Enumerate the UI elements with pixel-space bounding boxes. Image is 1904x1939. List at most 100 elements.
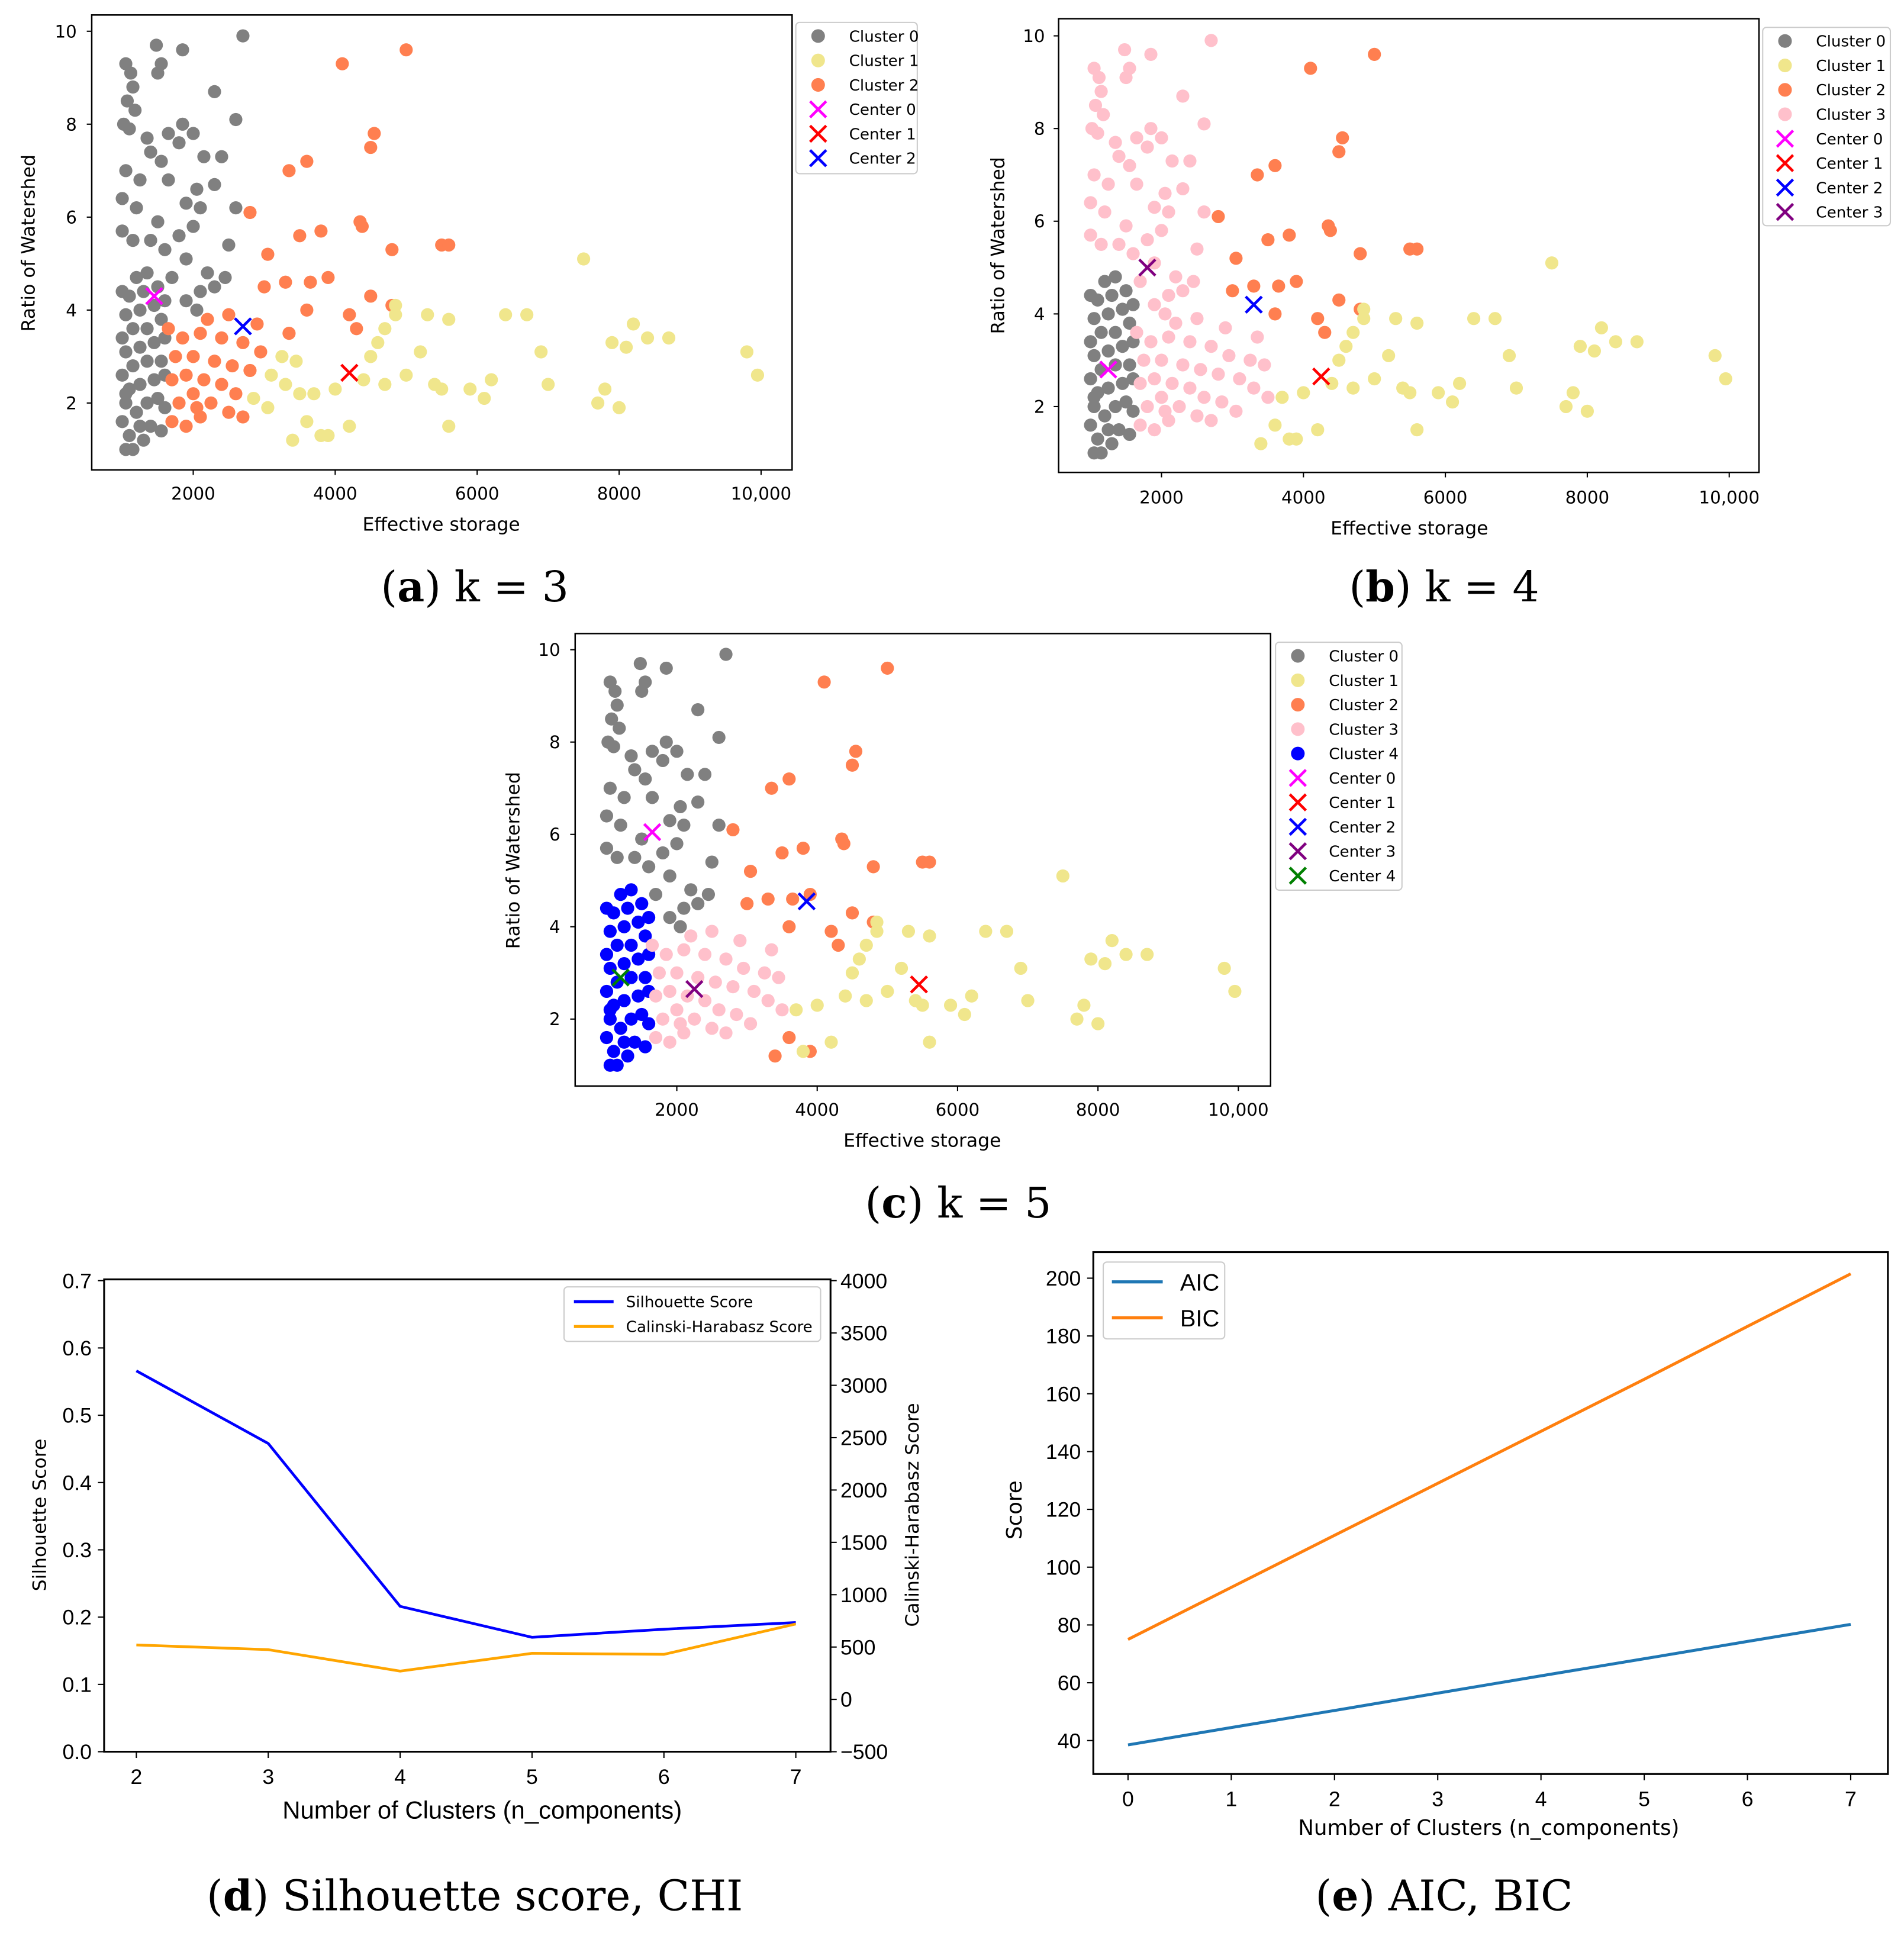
data-point: [1187, 275, 1200, 288]
data-point: [1410, 316, 1424, 330]
data-point: [719, 648, 733, 661]
y-right-tick-label: 4000: [840, 1269, 887, 1293]
data-point: [140, 396, 154, 410]
scatter-plot-k4: 2000 4000 6000 8000 10,000 2 4 6 8 10 Effective st…: [987, 18, 1892, 539]
data-point: [1488, 312, 1502, 326]
series-line-bic: [1127, 1272, 1852, 1641]
y-tick-label: 180: [1046, 1325, 1081, 1348]
data-point: [632, 915, 645, 929]
data-point: [740, 345, 754, 359]
data-point: [923, 1035, 936, 1049]
y-axis-label: Ratio of Watershed: [18, 154, 40, 331]
caption-letter: e: [1332, 1871, 1358, 1921]
y-tick-label: 4: [66, 300, 77, 320]
x-tick-label: 5: [526, 1765, 538, 1789]
data-point: [140, 322, 154, 336]
data-point: [123, 429, 136, 442]
data-point: [130, 270, 143, 285]
data-point: [1094, 237, 1108, 252]
data-point: [133, 340, 147, 354]
data-point: [243, 205, 257, 220]
data-point: [628, 851, 642, 864]
data-point: [765, 943, 778, 956]
data-point: [628, 1035, 642, 1049]
x-axis-label: Effective storage: [362, 514, 520, 536]
data-point: [645, 745, 659, 758]
data-point: [1162, 288, 1175, 302]
series-line-calinski-harabasz: [136, 1622, 797, 1673]
data-point: [421, 308, 434, 321]
data-point: [194, 285, 207, 298]
data-point: [1176, 358, 1190, 372]
legend-marker: [811, 29, 825, 43]
data-point: [1452, 376, 1467, 390]
data-point: [115, 368, 129, 382]
data-point: [300, 154, 314, 168]
legend-box: [563, 1286, 821, 1342]
data-point: [621, 1049, 634, 1063]
data-point: [542, 378, 555, 391]
y-right-tick-label: −500: [840, 1740, 888, 1764]
data-point: [803, 888, 817, 901]
data-point: [133, 303, 147, 317]
data-point: [642, 860, 656, 874]
data-point: [128, 104, 142, 117]
data-point: [866, 860, 880, 874]
data-point: [1194, 363, 1207, 376]
y-tick-label: 2: [66, 393, 77, 413]
data-point: [670, 837, 684, 851]
data-point: [1222, 349, 1236, 362]
data-point: [600, 984, 614, 999]
legend-marker: [1291, 649, 1305, 663]
data-point: [208, 280, 221, 294]
data-point: [186, 387, 200, 401]
data-point: [343, 308, 356, 321]
center-marker-3: [685, 980, 704, 999]
data-point: [115, 415, 129, 429]
data-point: [1183, 335, 1197, 349]
data-point: [133, 173, 147, 187]
y-tick-label: 60: [1058, 1671, 1081, 1695]
series-line-silhouette: [136, 1370, 796, 1639]
data-point: [849, 745, 863, 758]
data-point: [632, 989, 645, 1003]
data-point: [712, 1003, 726, 1017]
legend-center-marker: [1288, 793, 1307, 811]
data-point: [656, 753, 669, 768]
data-point: [765, 781, 778, 795]
data-point: [881, 661, 894, 675]
data-point: [1097, 108, 1110, 121]
data-point: [1176, 284, 1190, 298]
x-tick-label: 5: [1638, 1787, 1650, 1811]
y-tick-label: 0.0: [63, 1740, 92, 1764]
aic-bic-chart: 0 1 2 3 4 5 6 7 40 60 80 100 120 140 160 180 200 Number o…: [1003, 1251, 1889, 1840]
data-point: [225, 359, 239, 373]
data-point: [1109, 270, 1122, 284]
y-tick-label: 120: [1046, 1498, 1081, 1522]
data-point: [1594, 321, 1608, 334]
legend-marker: [1291, 746, 1305, 761]
data-point: [368, 127, 381, 140]
data-point: [1087, 312, 1101, 326]
y-tick-label: 8: [1034, 119, 1045, 139]
data-point: [158, 243, 172, 256]
legend-label: Cluster 2: [1329, 697, 1399, 714]
data-point: [150, 38, 163, 52]
data-point: [1000, 925, 1014, 938]
data-point: [635, 1007, 649, 1022]
data-points: [115, 29, 765, 456]
data-point: [750, 368, 765, 382]
data-point: [357, 373, 371, 386]
data-point: [194, 201, 207, 215]
data-point: [1172, 400, 1186, 414]
data-point: [1261, 391, 1275, 404]
data-point: [1155, 131, 1168, 144]
data-point: [176, 331, 189, 345]
data-point: [674, 800, 687, 814]
x-tick-label: 6: [1742, 1787, 1754, 1811]
data-point: [1119, 219, 1133, 233]
caption-text: Silhouette score, CHI: [269, 1872, 743, 1921]
data-point: [1116, 340, 1129, 353]
data-point: [172, 136, 186, 150]
legend-marker: [1778, 34, 1792, 48]
